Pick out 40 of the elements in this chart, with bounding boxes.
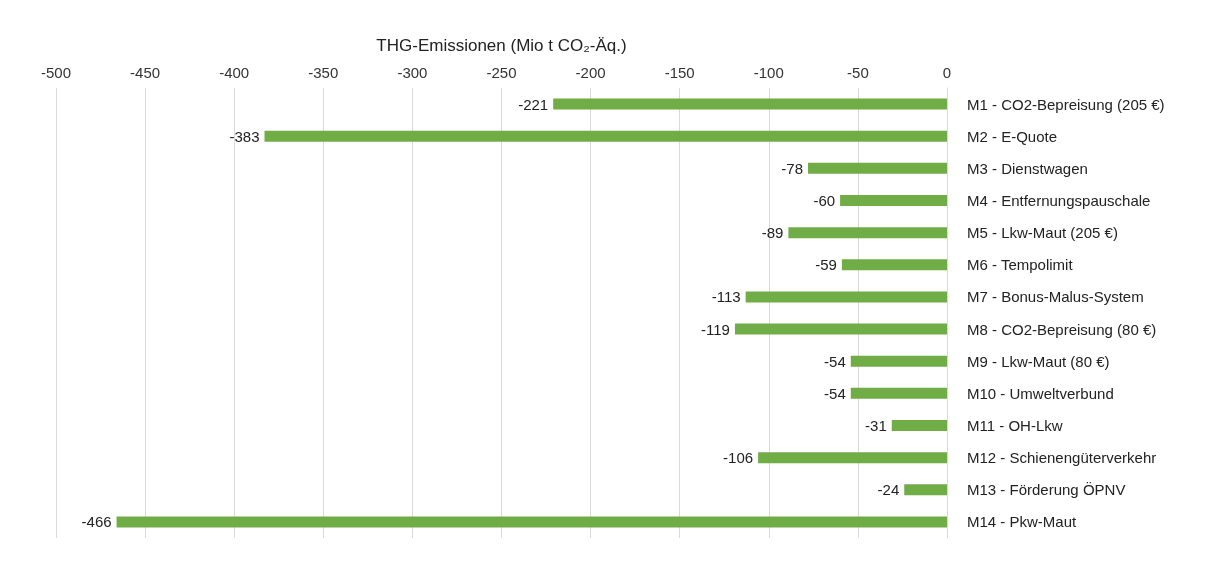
data-label: -89 bbox=[761, 224, 784, 242]
x-tick-label: -50 bbox=[847, 64, 869, 81]
x-tick-label: -400 bbox=[219, 64, 250, 81]
x-tick-label: 0 bbox=[942, 64, 952, 81]
x-axis-title: THG-Emissionen (Mio t CO₂-Äq.) bbox=[376, 36, 627, 55]
y-tick-label: M6 - Tempolimit bbox=[967, 256, 1074, 274]
y-tick-label: M4 - Entfernungspauschale bbox=[967, 192, 1151, 209]
y-tick-label: M3 - Dienstwagen bbox=[967, 159, 1088, 177]
y-tick-label: M1 - CO2-Bepreisung (205 €) bbox=[967, 95, 1165, 113]
data-label: -106 bbox=[723, 449, 754, 467]
y-tick-label: M13 - Förderung ÖPNV bbox=[967, 481, 1126, 499]
data-label: -24 bbox=[877, 481, 900, 499]
data-label: -221 bbox=[518, 95, 549, 113]
y-tick-label: M5 - Lkw-Maut (205 €) bbox=[967, 224, 1118, 242]
data-label: -59 bbox=[815, 256, 837, 274]
y-tick-label: M9 - Lkw-Maut (80 €) bbox=[967, 352, 1110, 370]
data-label: -466 bbox=[81, 513, 112, 531]
x-tick-label: -150 bbox=[664, 64, 695, 81]
y-tick-label: M11 - OH-Lkw bbox=[967, 417, 1063, 434]
y-tick-label: M8 - CO2-Bepreisung (80 €) bbox=[967, 320, 1157, 338]
y-tick-label: M10 - Umweltverbund bbox=[967, 384, 1114, 402]
y-tick-label: M2 - E-Quote bbox=[967, 127, 1058, 145]
y-tick-label: M14 - Pkw-Maut bbox=[967, 513, 1078, 531]
data-label: -31 bbox=[865, 417, 887, 434]
y-tick-label: M12 - Schienengüterverkehr bbox=[967, 449, 1157, 467]
data-label: -54 bbox=[824, 384, 846, 402]
x-tick-label: -350 bbox=[308, 64, 339, 81]
x-tick-label: -200 bbox=[575, 64, 606, 81]
x-tick-label: -250 bbox=[486, 64, 517, 81]
data-label: -78 bbox=[781, 159, 803, 177]
data-label: -119 bbox=[701, 320, 730, 338]
x-tick-label: -100 bbox=[753, 64, 784, 81]
data-label: -113 bbox=[711, 288, 741, 306]
data-label: -54 bbox=[824, 352, 846, 370]
x-tick-label: -300 bbox=[397, 64, 428, 81]
data-label: -383 bbox=[229, 127, 260, 145]
y-tick-label: M7 - Bonus-Malus-System bbox=[967, 288, 1144, 306]
data-label: -60 bbox=[813, 192, 836, 209]
x-tick-label: -500 bbox=[40, 64, 72, 81]
x-tick-label: -450 bbox=[130, 64, 161, 81]
